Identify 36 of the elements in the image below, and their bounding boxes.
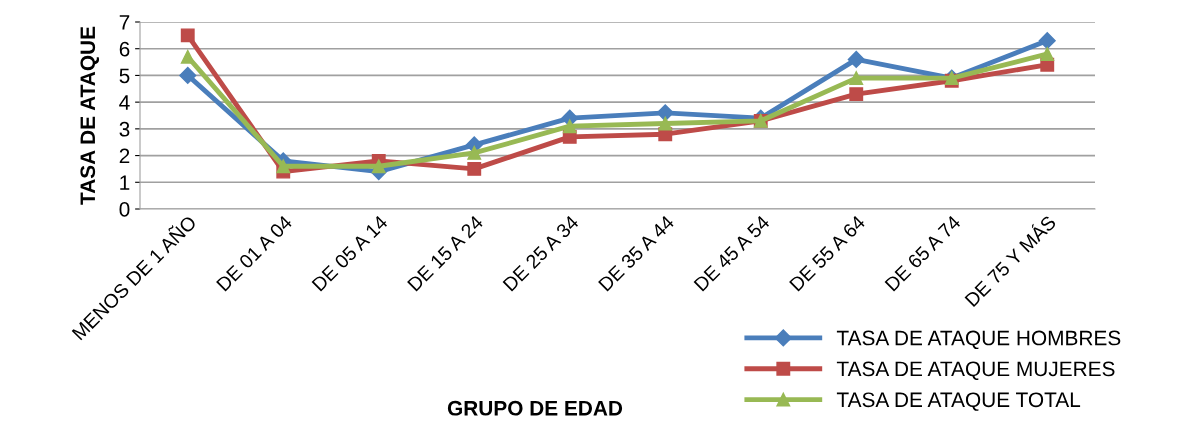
x-tick-label: DE 55 A 64 (788, 214, 866, 292)
point (1038, 32, 1056, 50)
y-tick-label: 0 (119, 202, 130, 217)
x-tick-label: DE 65 A 74 (884, 214, 962, 292)
legend-label: TASA DE ATAQUE HOMBRES (836, 330, 1121, 350)
y-tick-label: 6 (119, 41, 130, 57)
point (371, 159, 386, 174)
y-tick-label: 1 (120, 175, 130, 190)
x-tick-label: DE 25 A 34 (502, 214, 580, 292)
point (849, 87, 864, 102)
point (656, 104, 674, 122)
x-tick-label: DE 01 A 04 (215, 214, 293, 292)
point (276, 159, 291, 174)
point (847, 50, 865, 68)
x-tick-label: DE 05 A 14 (311, 214, 389, 292)
point (180, 28, 195, 43)
legend-label: TASA DE ATAQUE TOTAL (836, 392, 1081, 411)
point (180, 49, 195, 64)
y-tick-label: 3 (119, 121, 130, 137)
y-axis-title: TASA DE ATAQUE (80, 26, 100, 205)
y-tick-label: 5 (119, 68, 130, 84)
legend-label: TASA DE ATAQUE MUJERES (836, 361, 1115, 380)
y-tick-label: 7 (119, 15, 130, 30)
point (179, 66, 197, 84)
point (658, 116, 673, 131)
point (467, 161, 482, 176)
point (562, 119, 577, 134)
y-tick-label: 4 (119, 95, 130, 110)
x-tick-label: DE 35 A 44 (597, 214, 675, 292)
point (467, 145, 482, 160)
x-axis-title: GRUPO DE EDAD (447, 400, 623, 416)
point (849, 71, 864, 86)
y-tick-label: 2 (119, 148, 130, 164)
x-tick-label: DE 15 A 24 (406, 214, 484, 292)
point (1040, 47, 1055, 62)
x-tick-label: DE 45 A 54 (693, 214, 771, 292)
